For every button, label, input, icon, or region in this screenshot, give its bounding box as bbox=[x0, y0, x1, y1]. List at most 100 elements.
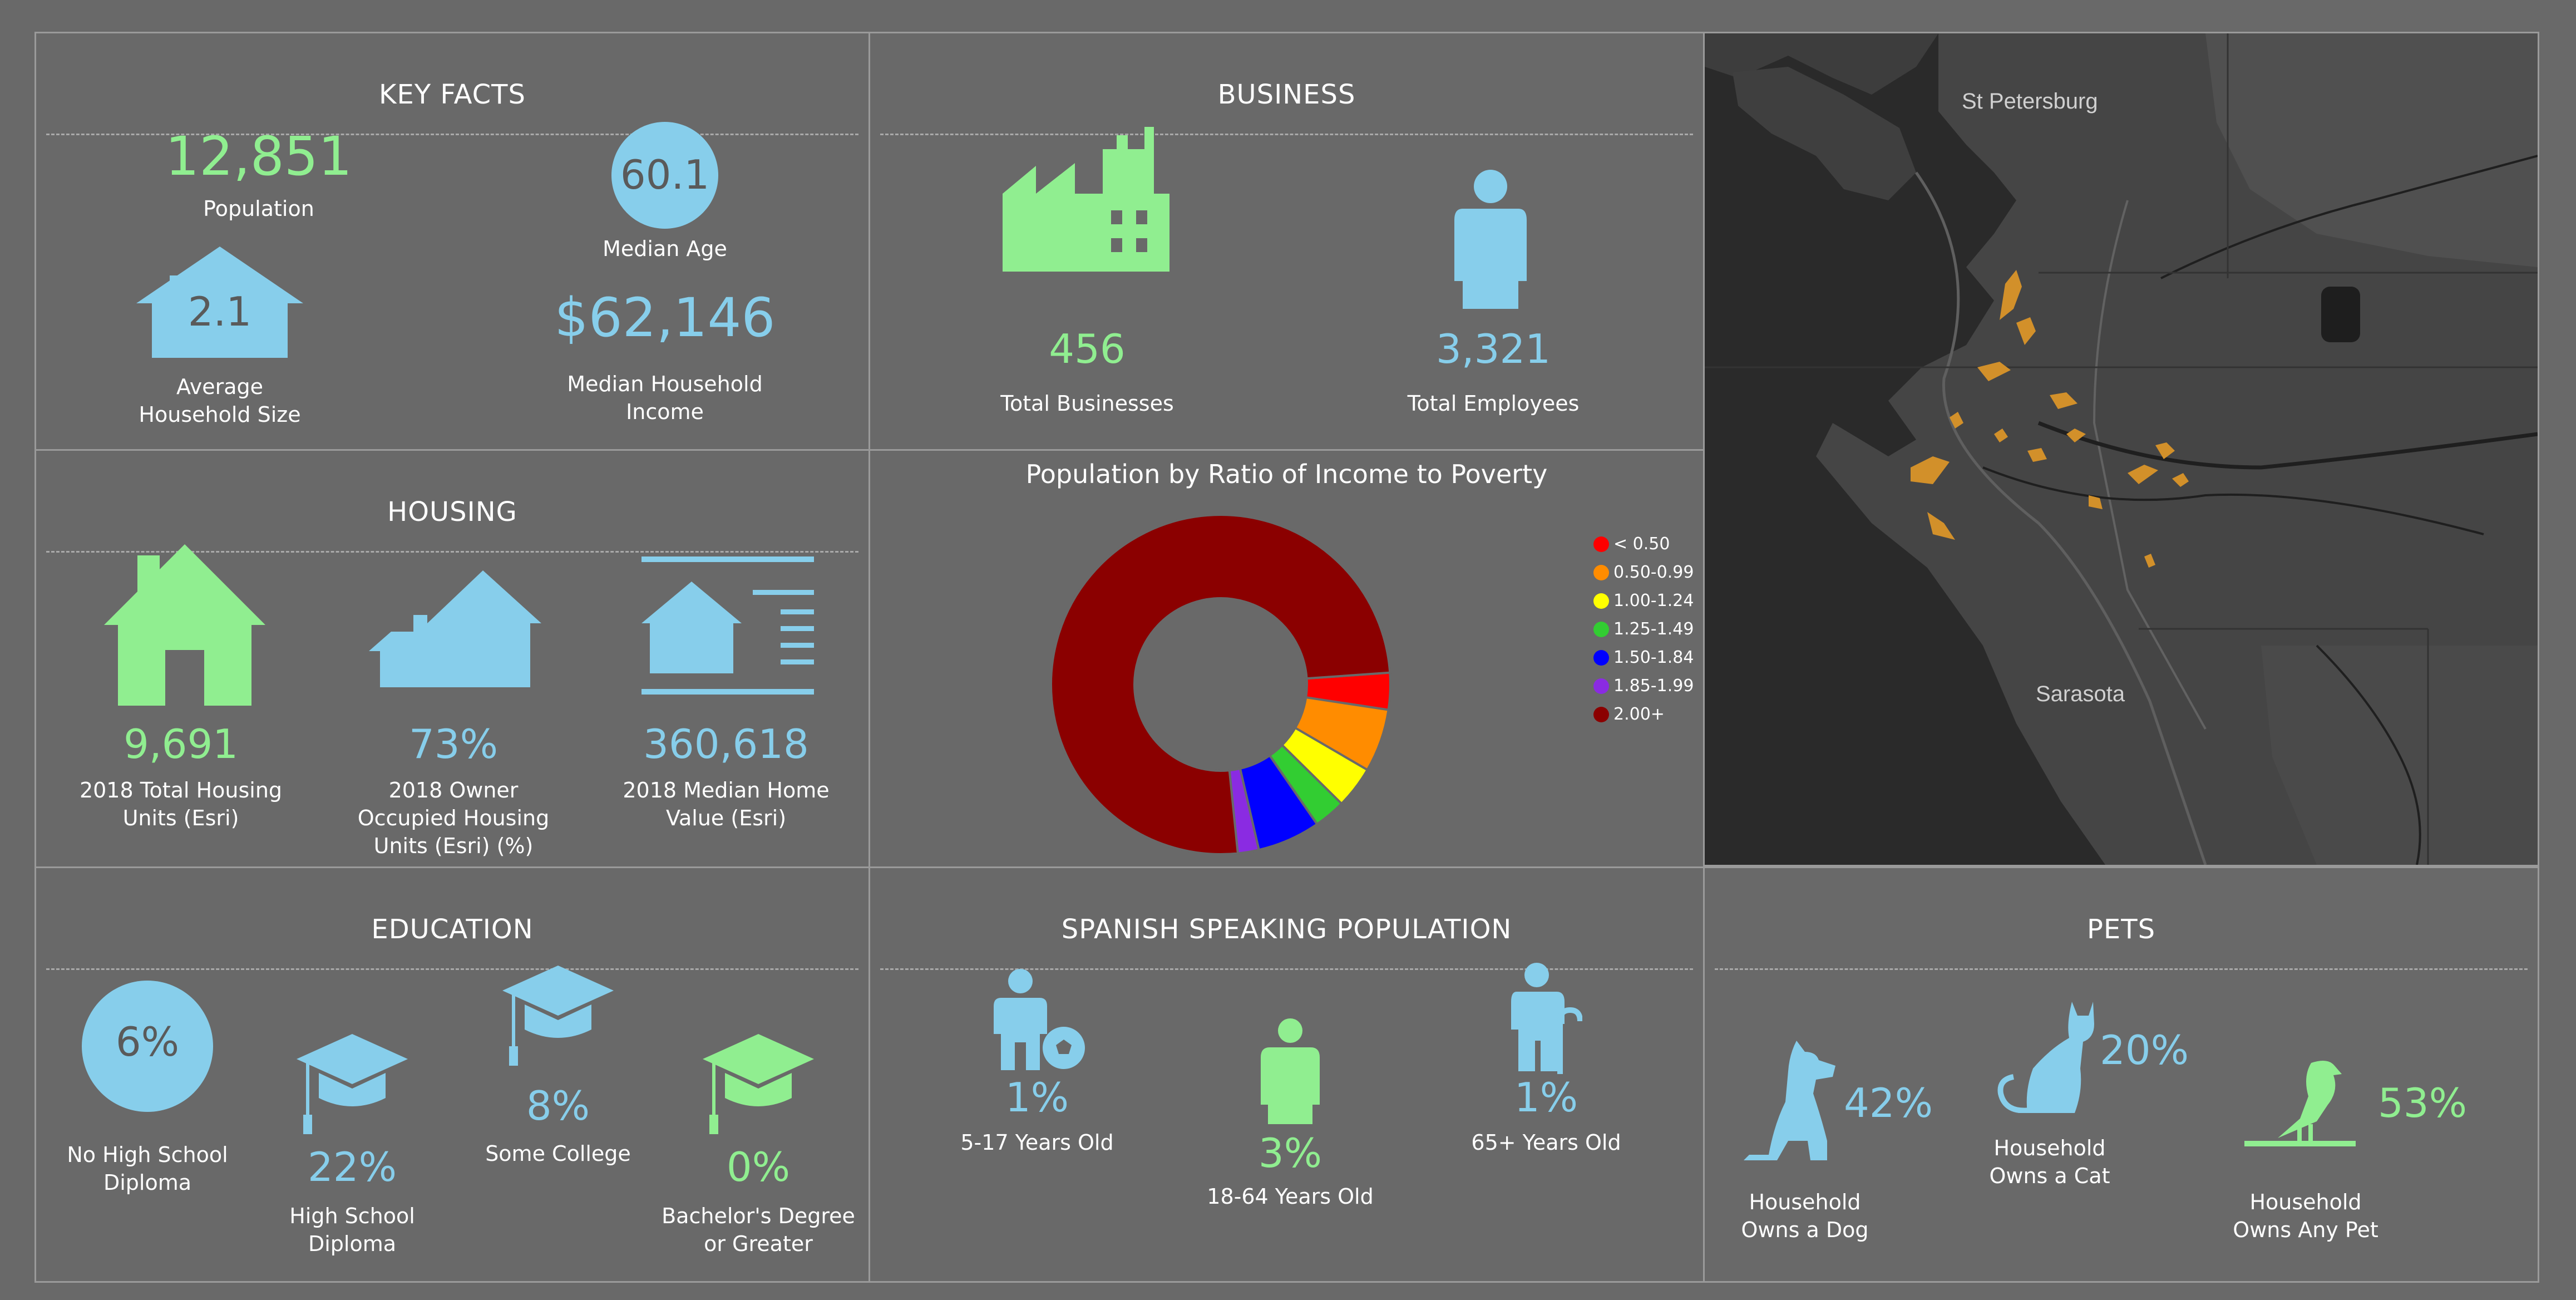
legend-label: 0.50-0.99 bbox=[1613, 563, 1694, 582]
cat-icon bbox=[1997, 1002, 2094, 1113]
bird-icon bbox=[2244, 1061, 2356, 1146]
housing-title: HOUSING bbox=[387, 496, 517, 528]
graduation-cap-icon bbox=[703, 1034, 814, 1134]
dog-label-1: Household bbox=[1749, 1190, 1861, 1214]
high-school-label-1: High School bbox=[289, 1204, 415, 1228]
education-title: EDUCATION bbox=[371, 914, 534, 945]
home-value-label-2: Value (Esri) bbox=[665, 806, 787, 830]
age-65-label: 65+ Years Old bbox=[1471, 1130, 1621, 1155]
education-panel: EDUCATION 6% No High School Diploma 22% … bbox=[34, 866, 870, 1283]
median-income-label-2: Income bbox=[626, 400, 704, 424]
age-18-64-value: 3% bbox=[1258, 1130, 1322, 1176]
owner-occupied-label-2: Occupied Housing bbox=[357, 806, 550, 830]
legend-item: 1.00-1.24 bbox=[1593, 591, 1694, 610]
bachelors-label-1: Bachelor's Degree bbox=[662, 1204, 855, 1228]
owner-occupied-label-1: 2018 Owner bbox=[388, 778, 519, 802]
median-age-value: 60.1 bbox=[620, 151, 710, 198]
legend-swatch-icon bbox=[1593, 565, 1609, 580]
chart-title: Population by Ratio of Income to Poverty bbox=[1025, 459, 1548, 489]
graduation-cap-icon bbox=[297, 1034, 408, 1134]
legend-swatch-icon bbox=[1593, 622, 1609, 637]
no-high-school-label-1: No High School bbox=[67, 1143, 228, 1167]
key-facts-title: KEY FACTS bbox=[379, 79, 526, 110]
total-housing-label-1: 2018 Total Housing bbox=[79, 778, 283, 802]
any-pet-value: 53% bbox=[2377, 1080, 2468, 1126]
cat-label-2: Owns a Cat bbox=[1989, 1164, 2110, 1188]
no-high-school-value: 6% bbox=[115, 1018, 180, 1065]
age-5-17-value: 1% bbox=[1005, 1074, 1069, 1121]
household-size-value: 2.1 bbox=[187, 288, 252, 335]
age-18-64-label: 18-64 Years Old bbox=[1207, 1184, 1374, 1209]
chart-legend: < 0.50 0.50-0.99 1.00-1.24 1.25-1.49 1.50-1.… bbox=[1593, 534, 1705, 757]
key-facts-panel: KEY FACTS 12,851 Population 60.1 Median … bbox=[34, 32, 870, 451]
map-panel[interactable]: St Petersburg Sarasota bbox=[1703, 32, 2539, 866]
pets-title: PETS bbox=[2086, 914, 2156, 945]
legend-item: 1.85-1.99 bbox=[1593, 676, 1694, 696]
business-panel: BUSINESS 456 Total Businesses 3,321 Tota… bbox=[868, 32, 1705, 451]
spanish-speaking-panel: SPANISH SPEAKING POPULATION 1% 5-17 Year… bbox=[868, 866, 1705, 1283]
no-high-school-circle-icon bbox=[82, 981, 213, 1112]
median-age-label: Median Age bbox=[603, 237, 727, 261]
poverty-donut-chart[interactable] bbox=[1037, 506, 1404, 863]
household-size-label-2: Household Size bbox=[139, 402, 301, 427]
divider bbox=[46, 968, 858, 970]
legend-label: 2.00+ bbox=[1613, 705, 1665, 724]
legend-swatch-icon bbox=[1593, 650, 1609, 666]
legend-swatch-icon bbox=[1593, 536, 1609, 552]
map-label-sarasota: Sarasota bbox=[2036, 682, 2125, 706]
divider bbox=[880, 134, 1693, 135]
some-college-value: 8% bbox=[526, 1082, 590, 1129]
employee-person-icon bbox=[1454, 170, 1527, 309]
legend-label: 1.25-1.49 bbox=[1613, 619, 1694, 639]
adult-person-icon bbox=[1261, 1018, 1320, 1124]
dog-label-2: Owns a Dog bbox=[1741, 1218, 1869, 1242]
total-employees-value: 3,321 bbox=[1435, 326, 1551, 372]
owner-occupied-value: 73% bbox=[408, 721, 499, 767]
no-high-school-label-2: Diploma bbox=[103, 1170, 192, 1195]
divider bbox=[880, 968, 1693, 970]
legend-swatch-icon bbox=[1593, 593, 1609, 609]
house-icon bbox=[104, 544, 265, 706]
total-businesses-label: Total Businesses bbox=[1000, 391, 1174, 416]
age-5-17-label: 5-17 Years Old bbox=[960, 1130, 1114, 1155]
dog-value: 42% bbox=[1843, 1080, 1933, 1126]
elderly-person-with-cane-icon bbox=[1511, 963, 1582, 1074]
population-label: Population bbox=[203, 196, 314, 221]
dog-icon bbox=[1744, 1041, 1835, 1160]
owner-house-icon bbox=[369, 570, 541, 687]
legend-item: 2.00+ bbox=[1593, 705, 1665, 724]
donut-slice-2.00+[interactable] bbox=[1050, 514, 1391, 855]
housing-panel: HOUSING 9,691 2018 Total Housing Units (… bbox=[34, 449, 870, 868]
any-pet-label-2: Owns Any Pet bbox=[2233, 1218, 2378, 1242]
legend-label: 1.00-1.24 bbox=[1613, 591, 1694, 610]
median-age-circle-icon bbox=[611, 122, 718, 229]
graduation-cap-icon bbox=[502, 966, 614, 1066]
cat-value: 20% bbox=[2099, 1027, 2189, 1074]
high-school-value: 22% bbox=[307, 1144, 397, 1190]
map-canvas[interactable]: St Petersburg Sarasota bbox=[1705, 33, 2538, 865]
high-school-label-2: Diploma bbox=[308, 1232, 397, 1256]
home-value-value: 360,618 bbox=[643, 721, 809, 767]
business-title: BUSINESS bbox=[1217, 79, 1356, 110]
factory-icon bbox=[1003, 127, 1169, 272]
legend-item: 0.50-0.99 bbox=[1593, 563, 1694, 582]
total-businesses-value: 456 bbox=[1049, 326, 1126, 372]
bachelors-value: 0% bbox=[726, 1144, 791, 1190]
house-icon bbox=[136, 247, 303, 358]
divider bbox=[46, 134, 858, 135]
legend-label: 1.85-1.99 bbox=[1613, 676, 1694, 696]
home-value-listing-icon bbox=[641, 557, 814, 695]
bachelors-label-2: or Greater bbox=[704, 1232, 813, 1256]
child-with-soccer-ball-icon bbox=[994, 969, 1085, 1070]
total-employees-label: Total Employees bbox=[1407, 391, 1580, 416]
legend-label: 1.50-1.84 bbox=[1613, 648, 1694, 667]
median-income-value: $62,146 bbox=[554, 287, 776, 349]
median-income-label-1: Median Household bbox=[567, 372, 763, 396]
legend-swatch-icon bbox=[1593, 678, 1609, 694]
any-pet-label-1: Household bbox=[2249, 1190, 2362, 1214]
legend-item: 1.25-1.49 bbox=[1593, 619, 1694, 639]
cat-label-1: Household bbox=[1993, 1136, 2106, 1160]
divider bbox=[1715, 968, 2528, 970]
legend-swatch-icon bbox=[1593, 707, 1609, 722]
legend-item: 1.50-1.84 bbox=[1593, 648, 1694, 667]
